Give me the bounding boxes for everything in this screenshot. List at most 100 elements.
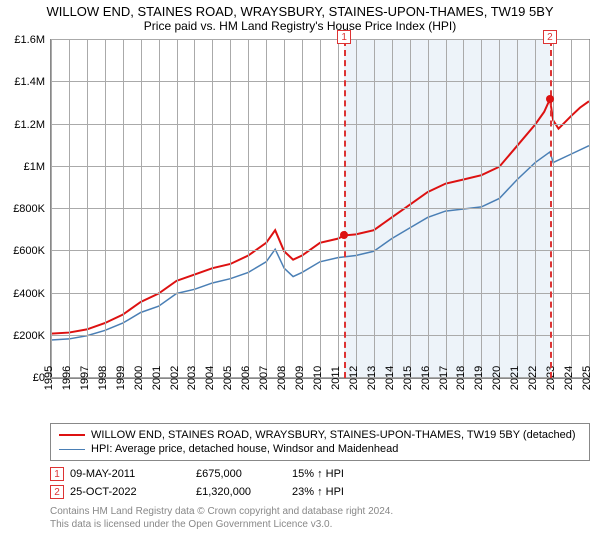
x-axis-label: 2020	[487, 366, 503, 390]
marker-line	[344, 40, 346, 378]
x-axis-label: 1997	[75, 366, 91, 390]
gridline-v	[230, 40, 231, 378]
x-axis-label: 2019	[469, 366, 485, 390]
legend-label: WILLOW END, STAINES ROAD, WRAYSBURY, STA…	[91, 429, 576, 441]
x-axis-label: 2000	[128, 366, 144, 390]
marker-line	[550, 40, 552, 378]
marker-dot	[546, 95, 554, 103]
y-axis-label: £1.2M	[14, 119, 51, 131]
gridline-v	[194, 40, 195, 378]
marker-number: 2	[543, 30, 557, 44]
gridline-v	[356, 40, 357, 378]
gridline-v	[374, 40, 375, 378]
gridline-v	[212, 40, 213, 378]
gridline-v	[571, 40, 572, 378]
x-axis-label: 2023	[541, 366, 557, 390]
y-axis-label: £200K	[13, 330, 51, 342]
marker-dot	[340, 231, 348, 239]
sale-diff: 23% ↑ HPI	[292, 486, 382, 498]
chart-title: WILLOW END, STAINES ROAD, WRAYSBURY, STA…	[0, 0, 600, 19]
gridline-v	[499, 40, 500, 378]
x-axis-label: 2007	[254, 366, 270, 390]
y-axis-label: £600K	[13, 245, 51, 257]
x-axis-label: 2015	[397, 366, 413, 390]
gridline-v	[481, 40, 482, 378]
x-axis-label: 2024	[559, 366, 575, 390]
x-axis-label: 2006	[236, 366, 252, 390]
gridline-v	[428, 40, 429, 378]
y-axis-label: £1.4M	[14, 76, 51, 88]
attribution-line: Contains HM Land Registry data © Crown c…	[50, 505, 590, 518]
gridline-v	[248, 40, 249, 378]
x-axis-label: 2017	[433, 366, 449, 390]
x-axis-label: 2011	[326, 366, 342, 390]
gridline-v	[284, 40, 285, 378]
gridline-v	[69, 40, 70, 378]
sale-row: 1 09-MAY-2011 £675,000 15% ↑ HPI	[50, 465, 590, 483]
x-axis-label: 2010	[308, 366, 324, 390]
gridline-v	[123, 40, 124, 378]
gridline-v	[392, 40, 393, 378]
x-axis-label: 2025	[577, 366, 593, 390]
sale-row: 2 25-OCT-2022 £1,320,000 23% ↑ HPI	[50, 483, 590, 501]
gridline-v	[535, 40, 536, 378]
gridline-v	[410, 40, 411, 378]
x-axis-label: 2003	[182, 366, 198, 390]
x-axis-label: 2013	[362, 366, 378, 390]
x-axis-label: 1999	[110, 366, 126, 390]
sale-date: 25-OCT-2022	[70, 486, 190, 498]
gridline-v	[266, 40, 267, 378]
gridline-v	[553, 40, 554, 378]
x-axis-label: 2016	[415, 366, 431, 390]
x-axis-label: 2004	[200, 366, 216, 390]
x-axis-label: 2005	[218, 366, 234, 390]
x-axis-label: 2014	[379, 366, 395, 390]
sales-table: 1 09-MAY-2011 £675,000 15% ↑ HPI 2 25-OCT-202…	[50, 465, 590, 501]
x-axis-label: 1996	[57, 366, 73, 390]
chart-subtitle: Price paid vs. HM Land Registry's House …	[0, 19, 600, 39]
sale-number: 1	[50, 467, 64, 481]
chart: £0£200K£400K£600K£800K£1M£1.2M£1.4M£1.6M…	[50, 39, 590, 419]
gridline-v	[105, 40, 106, 378]
plot-area: £0£200K£400K£600K£800K£1M£1.2M£1.4M£1.6M…	[50, 39, 590, 379]
y-axis-label: £1.6M	[14, 34, 51, 46]
gridline-v	[320, 40, 321, 378]
gridline-v	[87, 40, 88, 378]
sale-number: 2	[50, 485, 64, 499]
sale-price: £1,320,000	[196, 486, 286, 498]
x-axis-label: 2002	[164, 366, 180, 390]
x-axis-label: 1995	[39, 366, 55, 390]
gridline-v	[141, 40, 142, 378]
x-axis-label: 2009	[290, 366, 306, 390]
marker-number: 1	[337, 30, 351, 44]
sale-date: 09-MAY-2011	[70, 468, 190, 480]
x-axis-label: 1998	[93, 366, 109, 390]
x-axis-label: 2008	[272, 366, 288, 390]
y-axis-label: £800K	[13, 203, 51, 215]
sale-diff: 15% ↑ HPI	[292, 468, 382, 480]
gridline-v	[446, 40, 447, 378]
legend-row: WILLOW END, STAINES ROAD, WRAYSBURY, STA…	[59, 428, 581, 442]
legend: WILLOW END, STAINES ROAD, WRAYSBURY, STA…	[50, 423, 590, 461]
legend-label: HPI: Average price, detached house, Wind…	[91, 443, 398, 455]
gridline-v	[517, 40, 518, 378]
y-axis-label: £400K	[13, 288, 51, 300]
gridline-v	[159, 40, 160, 378]
gridline-v	[302, 40, 303, 378]
legend-row: HPI: Average price, detached house, Wind…	[59, 442, 581, 456]
legend-swatch	[59, 434, 85, 436]
gridline-v	[463, 40, 464, 378]
sale-price: £675,000	[196, 468, 286, 480]
gridline-v	[338, 40, 339, 378]
x-axis-label: 2021	[505, 366, 521, 390]
y-axis-label: £1M	[24, 161, 51, 173]
gridline-v	[589, 40, 590, 378]
gridline-v	[177, 40, 178, 378]
x-axis-label: 2022	[523, 366, 539, 390]
legend-swatch	[59, 449, 85, 450]
x-axis-label: 2001	[146, 366, 162, 390]
x-axis-label: 2018	[451, 366, 467, 390]
attribution-line: This data is licensed under the Open Gov…	[50, 518, 590, 531]
gridline-v	[51, 40, 52, 378]
attribution: Contains HM Land Registry data © Crown c…	[50, 505, 590, 531]
